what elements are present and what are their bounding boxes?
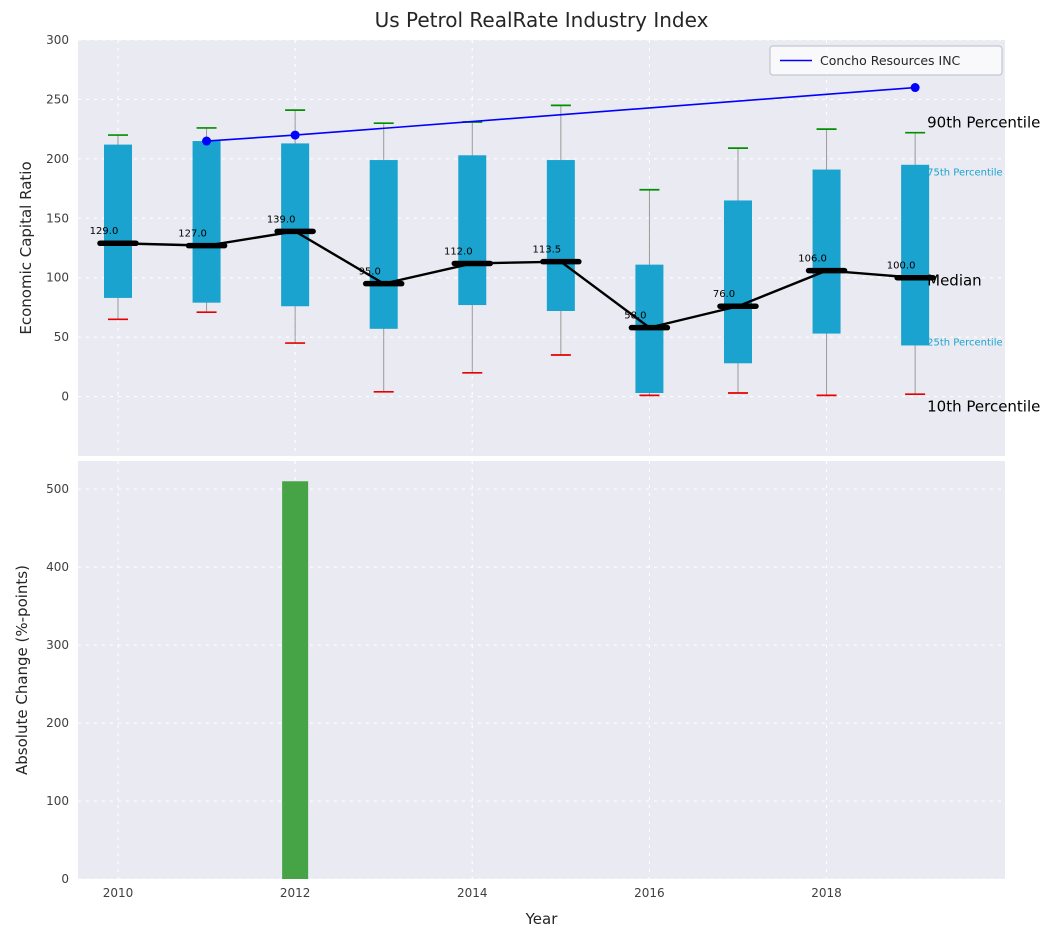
top-plot: 0 50 100 150 200 250 300 129.0 127.0 139.0 95.0 112… [46,33,1040,456]
company-point-2019 [910,83,920,93]
legend: Concho Resources INC [769,45,1003,76]
percentile-box-2015 [546,160,575,311]
median-value-label-2011: 127.0 [178,229,207,240]
median-value-label-2019: 100.0 [887,261,916,272]
percentile-box-2011 [192,141,221,303]
top-y-tick-label: 250 [46,92,69,106]
bottom-y-tick-label: 400 [46,560,69,574]
annotation-median: Median [927,271,982,289]
median-value-label-2018: 106.0 [798,254,827,265]
bottom-y-tick-label: 300 [46,638,69,652]
x-tick-label: 2018 [811,886,842,900]
annotation-75th-percentile: 75th Percentile [927,168,1003,179]
top-plot-background [78,40,1005,456]
x-tick-label: 2014 [457,886,488,900]
top-y-tick-label: 150 [46,211,69,225]
median-value-label-2014: 112.0 [444,246,473,257]
company-point-2012 [290,130,300,140]
percentile-box-2012 [281,143,310,307]
x-tick-label: 2016 [634,886,665,900]
annotation-25th-percentile: 25th Percentile [927,337,1003,348]
top-y-tick-label: 300 [46,33,69,47]
change-bar-2012 [282,481,309,879]
median-line [117,230,916,329]
x-tick-label: 2012 [280,886,311,900]
annotation-10th-percentile: 10th Percentile [927,397,1040,415]
bottom-plot: 0 100 200 300 400 500 2010 2012 2014 2016 2018 [46,461,1005,900]
x-tick-label: 2010 [103,886,134,900]
top-y-tick-label: 200 [46,152,69,166]
percentile-box-2019 [901,164,930,346]
top-y-tick-label: 50 [54,330,69,344]
median-value-label-2013: 95.0 [359,267,381,278]
median-value-label-2017: 76.0 [713,289,735,300]
median-value-label-2015: 113.5 [533,245,562,256]
percentile-box-2017 [723,200,752,364]
bottom-y-tick-label: 100 [46,794,69,808]
median-value-label-2016: 58.0 [624,311,646,322]
company-point-2011 [202,136,212,146]
bottom-y-tick-label: 500 [46,482,69,496]
percentile-box-2010 [104,144,132,298]
top-y-tick-label: 0 [61,390,69,404]
legend-label: Concho Resources INC [820,53,961,68]
percentile-box-2013 [369,160,398,329]
bottom-y-tick-label: 0 [61,872,69,886]
bottom-y-tick-label: 200 [46,716,69,730]
chart-title: Us Petrol RealRate Industry Index [374,8,709,32]
median-value-label-2010: 129.0 [90,226,119,237]
x-axis-label: Year [525,910,558,928]
top-y-tick-label: 100 [46,271,69,285]
annotation-90th-percentile: 90th Percentile [927,113,1040,131]
bottom-plot-background [78,461,1005,879]
median-value-label-2012: 139.0 [267,214,296,225]
percentile-box-2018 [812,169,841,334]
legend-box [769,45,1003,76]
percentile-box-2014 [458,155,487,306]
